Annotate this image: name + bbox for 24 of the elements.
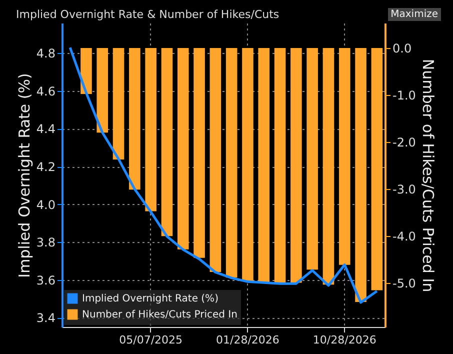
y-tick-label: 4.0 [36, 198, 56, 212]
y2-tick-label: -3.0 [392, 182, 416, 197]
y-tick-label: 3.6 [36, 273, 56, 288]
y-tick-label: 4.2 [36, 160, 56, 174]
y-tick-label: 4.4 [36, 122, 56, 136]
y-tick-label: 4.8 [36, 46, 56, 61]
y2-axis-title: Number of Hikes/Cuts Priced In [418, 58, 437, 292]
y2-tick-label: 0.0 [392, 41, 412, 56]
y-axis-title: Implied Overnight Rate (%) [15, 73, 34, 278]
maximize-button[interactable]: Maximize [388, 8, 441, 21]
y-tick-label: 3.8 [36, 236, 56, 250]
legend-label: Implied Overnight Rate (%) [82, 294, 219, 304]
y2-tick-label: -5.0 [392, 276, 416, 291]
chart-title: Implied Overnight Rate & Number of Hikes/Cuts [16, 8, 280, 21]
legend-label: Number of Hikes/Cuts Priced In [82, 310, 238, 320]
y2-tick-label: -2.0 [392, 136, 416, 150]
x-tick-label: 10/28/2026 [312, 334, 376, 346]
y-tick-label: 4.6 [36, 84, 56, 98]
y2-tick-label: -1.0 [392, 88, 416, 102]
y2-tick-label: -4.0 [392, 230, 416, 244]
x-tick-label: 05/07/2025 [119, 334, 183, 346]
y-tick-label: 3.4 [36, 311, 56, 326]
line-series [68, 46, 378, 304]
x-tick-label: 01/28/2026 [216, 334, 280, 346]
